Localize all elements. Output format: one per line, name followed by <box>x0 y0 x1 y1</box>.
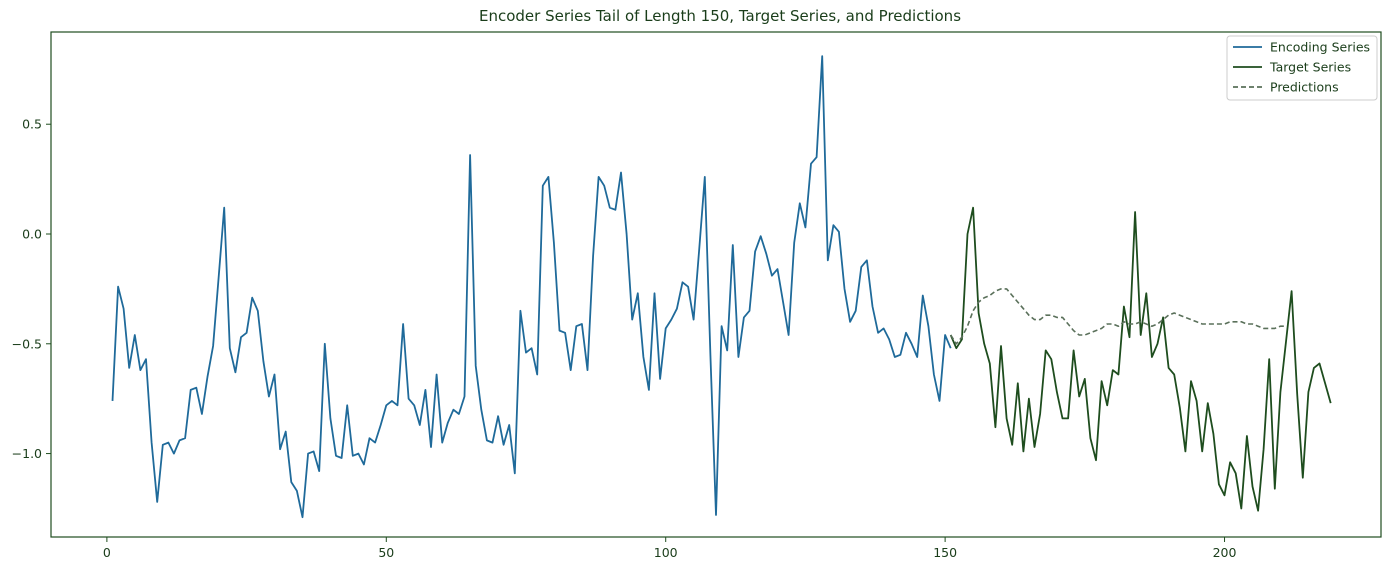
y-tick-label: −1.0 <box>12 446 42 461</box>
x-tick-label: 50 <box>378 545 394 560</box>
y-tick-label: −0.5 <box>12 336 42 351</box>
legend-label: Predictions <box>1270 80 1339 95</box>
legend-label: Encoding Series <box>1270 40 1370 55</box>
series-line-target-series <box>949 206 1332 512</box>
y-tick-label: 0.0 <box>22 227 42 242</box>
legend-label: Target Series <box>1269 60 1351 75</box>
x-axis: 0 50 100 150 200 <box>103 537 1237 560</box>
x-tick-label: 0 <box>103 545 111 560</box>
x-tick-label: 200 <box>1213 545 1237 560</box>
legend: Encoding Series Target Series Predictions <box>1226 35 1378 101</box>
legend-box <box>1226 35 1378 101</box>
series-lines <box>111 55 1332 519</box>
chart-title: Encoder Series Tail of Length 150, Targe… <box>479 7 961 25</box>
y-axis: 0.5 0.0 −0.5 −1.0 <box>12 117 51 461</box>
plot-frame <box>50 31 1382 538</box>
y-tick-label: 0.5 <box>22 117 42 132</box>
x-tick-label: 150 <box>933 545 957 560</box>
series-line-predictions <box>950 288 1286 345</box>
x-tick-label: 100 <box>654 545 678 560</box>
series-line-encoding-series <box>111 55 952 519</box>
